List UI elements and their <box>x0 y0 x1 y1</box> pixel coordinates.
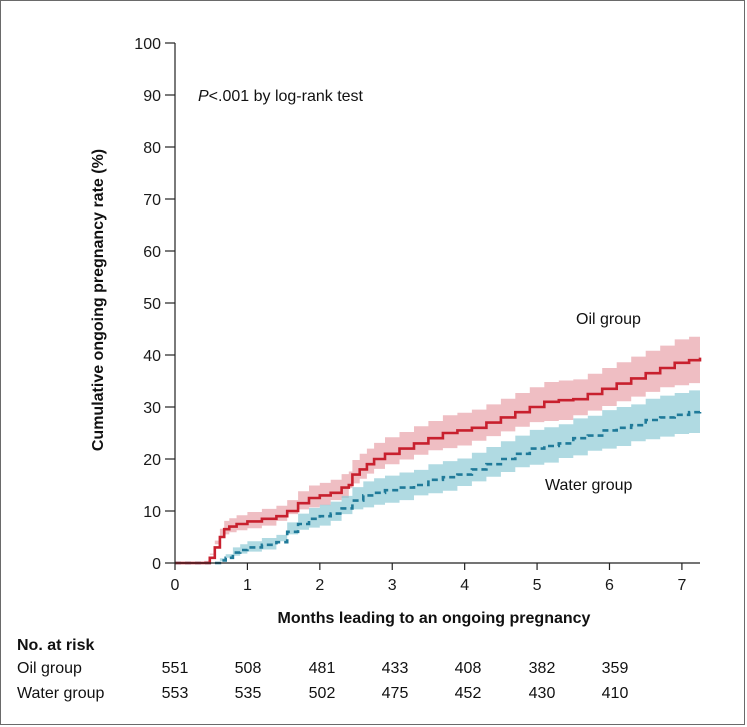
y-tick-label: 10 <box>143 504 161 521</box>
risk-cell: 535 <box>235 685 262 702</box>
y-axis-ticks: 0 10 20 30 40 50 60 70 80 90 100 <box>134 36 175 573</box>
y-tick-label: 0 <box>152 556 161 573</box>
risk-cell: 408 <box>455 660 482 677</box>
series-line-water <box>175 410 702 565</box>
risk-row-label: Oil group <box>17 660 82 677</box>
y-tick-label: 70 <box>143 192 161 209</box>
y-tick-label: 20 <box>143 452 161 469</box>
x-axis-title: Months leading to an ongoing pregnancy <box>278 610 591 627</box>
confidence-bands <box>175 334 700 563</box>
x-tick-label: 6 <box>605 577 614 594</box>
y-tick-label: 30 <box>143 400 161 417</box>
risk-table-rows: Oil group 551 508 481 433 408 382 359 Water grou… <box>17 660 628 702</box>
risk-cell: 475 <box>382 685 409 702</box>
p-value-italic: P <box>198 88 209 105</box>
risk-cell: 508 <box>235 660 262 677</box>
x-tick-label: 1 <box>243 577 252 594</box>
risk-table-title: No. at risk <box>17 637 94 654</box>
risk-table: No. at risk Oil group 551 508 481 433 408 382 3… <box>17 637 628 702</box>
y-tick-label: 90 <box>143 88 161 105</box>
x-tick-label: 4 <box>460 577 469 594</box>
y-tick-label: 80 <box>143 140 161 157</box>
risk-cell: 551 <box>162 660 189 677</box>
p-value-text: <.001 by log-rank test <box>209 88 364 105</box>
risk-cell: 452 <box>455 685 482 702</box>
risk-cell: 553 <box>162 685 189 702</box>
x-tick-label: 0 <box>171 577 180 594</box>
risk-cell: 433 <box>382 660 409 677</box>
x-tick-label: 7 <box>677 577 686 594</box>
risk-cell: 502 <box>309 685 336 702</box>
ci-band-water <box>175 389 700 563</box>
risk-cell: 359 <box>602 660 629 677</box>
x-tick-label: 2 <box>315 577 324 594</box>
y-axis-title: Cumulative ongoing pregnancy rate (%) <box>90 149 107 451</box>
p-value-annotation: P<.001 by log-rank test <box>198 88 364 105</box>
x-tick-label: 5 <box>533 577 542 594</box>
x-tick-label: 3 <box>388 577 397 594</box>
y-tick-label: 50 <box>143 296 161 313</box>
x-axis-ticks: 0 1 2 3 4 5 6 7 <box>171 563 686 594</box>
series-label-oil: Oil group <box>576 311 641 328</box>
y-tick-label: 60 <box>143 244 161 261</box>
risk-row-label: Water group <box>17 685 105 702</box>
y-tick-label: 40 <box>143 348 161 365</box>
risk-cell: 430 <box>529 685 556 702</box>
series-line-oil <box>175 357 702 565</box>
series-label-water: Water group <box>545 477 633 494</box>
risk-cell: 481 <box>309 660 336 677</box>
risk-cell: 382 <box>529 660 556 677</box>
y-tick-label: 100 <box>134 36 161 53</box>
series-lines <box>175 357 702 565</box>
ci-band-oil <box>175 334 700 563</box>
risk-cell: 410 <box>602 685 629 702</box>
